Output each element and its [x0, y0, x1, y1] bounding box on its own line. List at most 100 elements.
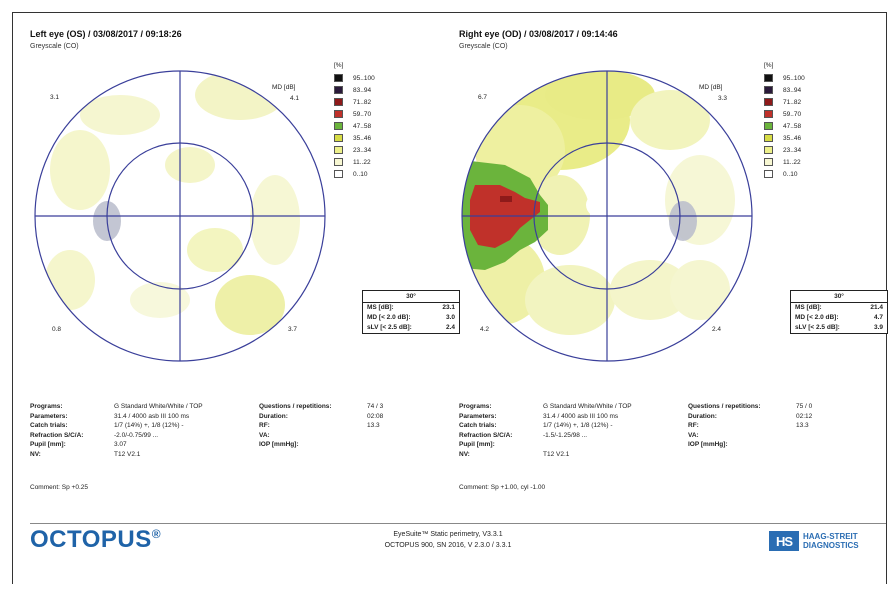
summary-row: sLV [< 2.5 dB]: 2.4	[363, 323, 459, 333]
legend-row: 11..22	[764, 156, 805, 168]
left-eye-subtitle: Greyscale (CO)	[30, 43, 79, 50]
param-key: Refraction S/C/A:	[30, 431, 84, 439]
param-row: Programs: G Standard White/White / TOP Que…	[459, 402, 812, 412]
hs-company-line2: DIAGNOSTICS	[803, 541, 859, 550]
legend-row: 47..58	[764, 120, 805, 132]
left-eye-title: Left eye (OS) / 03/08/2017 / 09:18:26	[30, 29, 182, 39]
summary-row: sLV [< 2.5 dB]: 3.9	[791, 323, 887, 333]
param-row: Catch trials: 1/7 (14%) +, 1/8 (12%) - RF:…	[459, 421, 812, 431]
right-legend: 95..100 83..94 71..82 59..70 47..58 35..…	[764, 72, 805, 180]
param-value: 75 / 0	[796, 403, 813, 410]
legend-label: 23..34	[353, 146, 372, 154]
hs-company-text: HAAG-STREIT DIAGNOSTICS	[803, 532, 859, 550]
legend-swatch	[334, 146, 343, 154]
legend-swatch	[334, 122, 343, 130]
legend-label: 35..46	[353, 134, 372, 142]
param-key	[688, 450, 796, 460]
legend-label: 47..58	[353, 122, 372, 130]
right-quadrant-tr: 3.3	[718, 95, 728, 102]
summary-value: 23.1	[442, 304, 455, 311]
summary-header: 30°	[791, 291, 887, 303]
summary-key: MD [< 2.0 dB]:	[795, 314, 839, 321]
legend-row: 35..46	[764, 132, 805, 144]
param-row: Pupil [mm]: IOP [mmHg]:	[459, 440, 812, 450]
legend-swatch	[764, 170, 773, 178]
legend-row: 23..34	[764, 144, 805, 156]
software-version: EyeSuite™ Static perimetry, V3.3.1	[393, 531, 503, 538]
legend-swatch	[334, 86, 343, 94]
octopus-brand-text: OCTOPUS	[30, 526, 152, 553]
legend-label: 0..10	[353, 170, 368, 178]
right-summary-box: 30° MS [dB]: 21.4 MD [< 2.0 dB]: 4.7 sLV […	[790, 290, 888, 334]
legend-swatch	[334, 74, 343, 82]
param-row: Catch trials: 1/7 (14%) +, 1/8 (12%) - RF:…	[30, 421, 383, 431]
param-value: G Standard White/White / TOP	[543, 403, 632, 410]
legend-swatch	[764, 110, 773, 118]
left-md-label: MD [dB]	[272, 84, 296, 91]
param-key: NV:	[459, 450, 470, 458]
summary-key: sLV [< 2.5 dB]:	[367, 324, 412, 331]
legend-row: 0..10	[764, 168, 805, 180]
param-key: VA:	[688, 431, 699, 439]
right-legend-unit: [%]	[764, 62, 774, 69]
legend-swatch	[764, 146, 773, 154]
legend-label: 95..100	[783, 74, 805, 82]
legend-row: 83..94	[764, 84, 805, 96]
legend-label: 47..58	[783, 122, 802, 130]
frame-left	[12, 12, 13, 584]
right-md-label: MD [dB]	[699, 84, 723, 91]
summary-value: 3.0	[445, 314, 455, 321]
footer-divider	[30, 523, 886, 524]
param-value: 1/7 (14%) +, 1/8 (12%) -	[114, 422, 184, 429]
right-quadrant-tl: 6.7	[478, 94, 488, 101]
legend-swatch	[764, 74, 773, 82]
summary-key: MD [< 2.0 dB]:	[367, 314, 411, 321]
param-value: 13.3	[367, 422, 380, 429]
param-value: 02:12	[796, 412, 813, 420]
summary-row: MS [dB]: 23.1	[363, 303, 459, 313]
legend-label: 83..94	[783, 86, 802, 94]
param-row: Refraction S/C/A: -1.5/-1.25/98 ... VA:	[459, 431, 812, 441]
param-value: T12 V2.1	[114, 450, 141, 458]
right-parameters: Programs: G Standard White/White / TOP Que…	[459, 402, 812, 459]
param-key: RF:	[259, 422, 270, 429]
legend-swatch	[334, 134, 343, 142]
octopus-logo: OCTOPUS®	[30, 526, 161, 554]
summary-key: MS [dB]:	[367, 304, 394, 311]
param-value: -1.5/-1.25/98 ...	[543, 431, 588, 439]
param-key	[259, 450, 367, 460]
legend-label: 35..46	[783, 134, 802, 142]
param-key: Parameters:	[30, 412, 68, 420]
registered-mark: ®	[151, 527, 162, 541]
left-parameters: Programs: G Standard White/White / TOP Que…	[30, 402, 383, 459]
param-key: Duration:	[688, 412, 717, 420]
legend-swatch	[764, 86, 773, 94]
param-key: Parameters:	[459, 412, 497, 420]
param-value: 74 / 3	[367, 403, 384, 410]
param-key: Programs:	[30, 403, 63, 410]
param-value: -2.0/-0.75/99 ...	[114, 431, 159, 439]
summary-row: MD [< 2.0 dB]: 4.7	[791, 313, 887, 323]
param-row: Refraction S/C/A: -2.0/-0.75/99 ... VA:	[30, 431, 383, 441]
hs-company-line1: HAAG-STREIT	[803, 532, 858, 541]
param-key: Programs:	[459, 403, 492, 410]
legend-label: 11..22	[353, 158, 371, 166]
right-eye-subtitle: Greyscale (CO)	[459, 43, 508, 50]
legend-swatch	[334, 98, 343, 106]
legend-row: 35..46	[334, 132, 375, 144]
right-quadrant-br: 2.4	[712, 326, 722, 333]
param-key: IOP [mmHg]:	[259, 441, 299, 448]
legend-label: 0..10	[783, 170, 798, 178]
legend-label: 95..100	[353, 74, 375, 82]
left-quadrant-tr: 4.1	[290, 95, 300, 102]
left-quadrant-br: 3.7	[288, 326, 298, 333]
param-value: 31.4 / 4000 asb III 100 ms	[114, 412, 190, 420]
legend-label: 59..70	[783, 110, 802, 118]
haag-streit-logo: HS HAAG-STREIT DIAGNOSTICS	[769, 531, 859, 551]
legend-swatch	[334, 158, 343, 166]
legend-swatch	[764, 158, 773, 166]
right-quadrant-bl: 4.2	[480, 326, 490, 333]
device-info: OCTOPUS 900, SN 2016, V 2.3.0 / 3.3.1	[384, 542, 512, 549]
